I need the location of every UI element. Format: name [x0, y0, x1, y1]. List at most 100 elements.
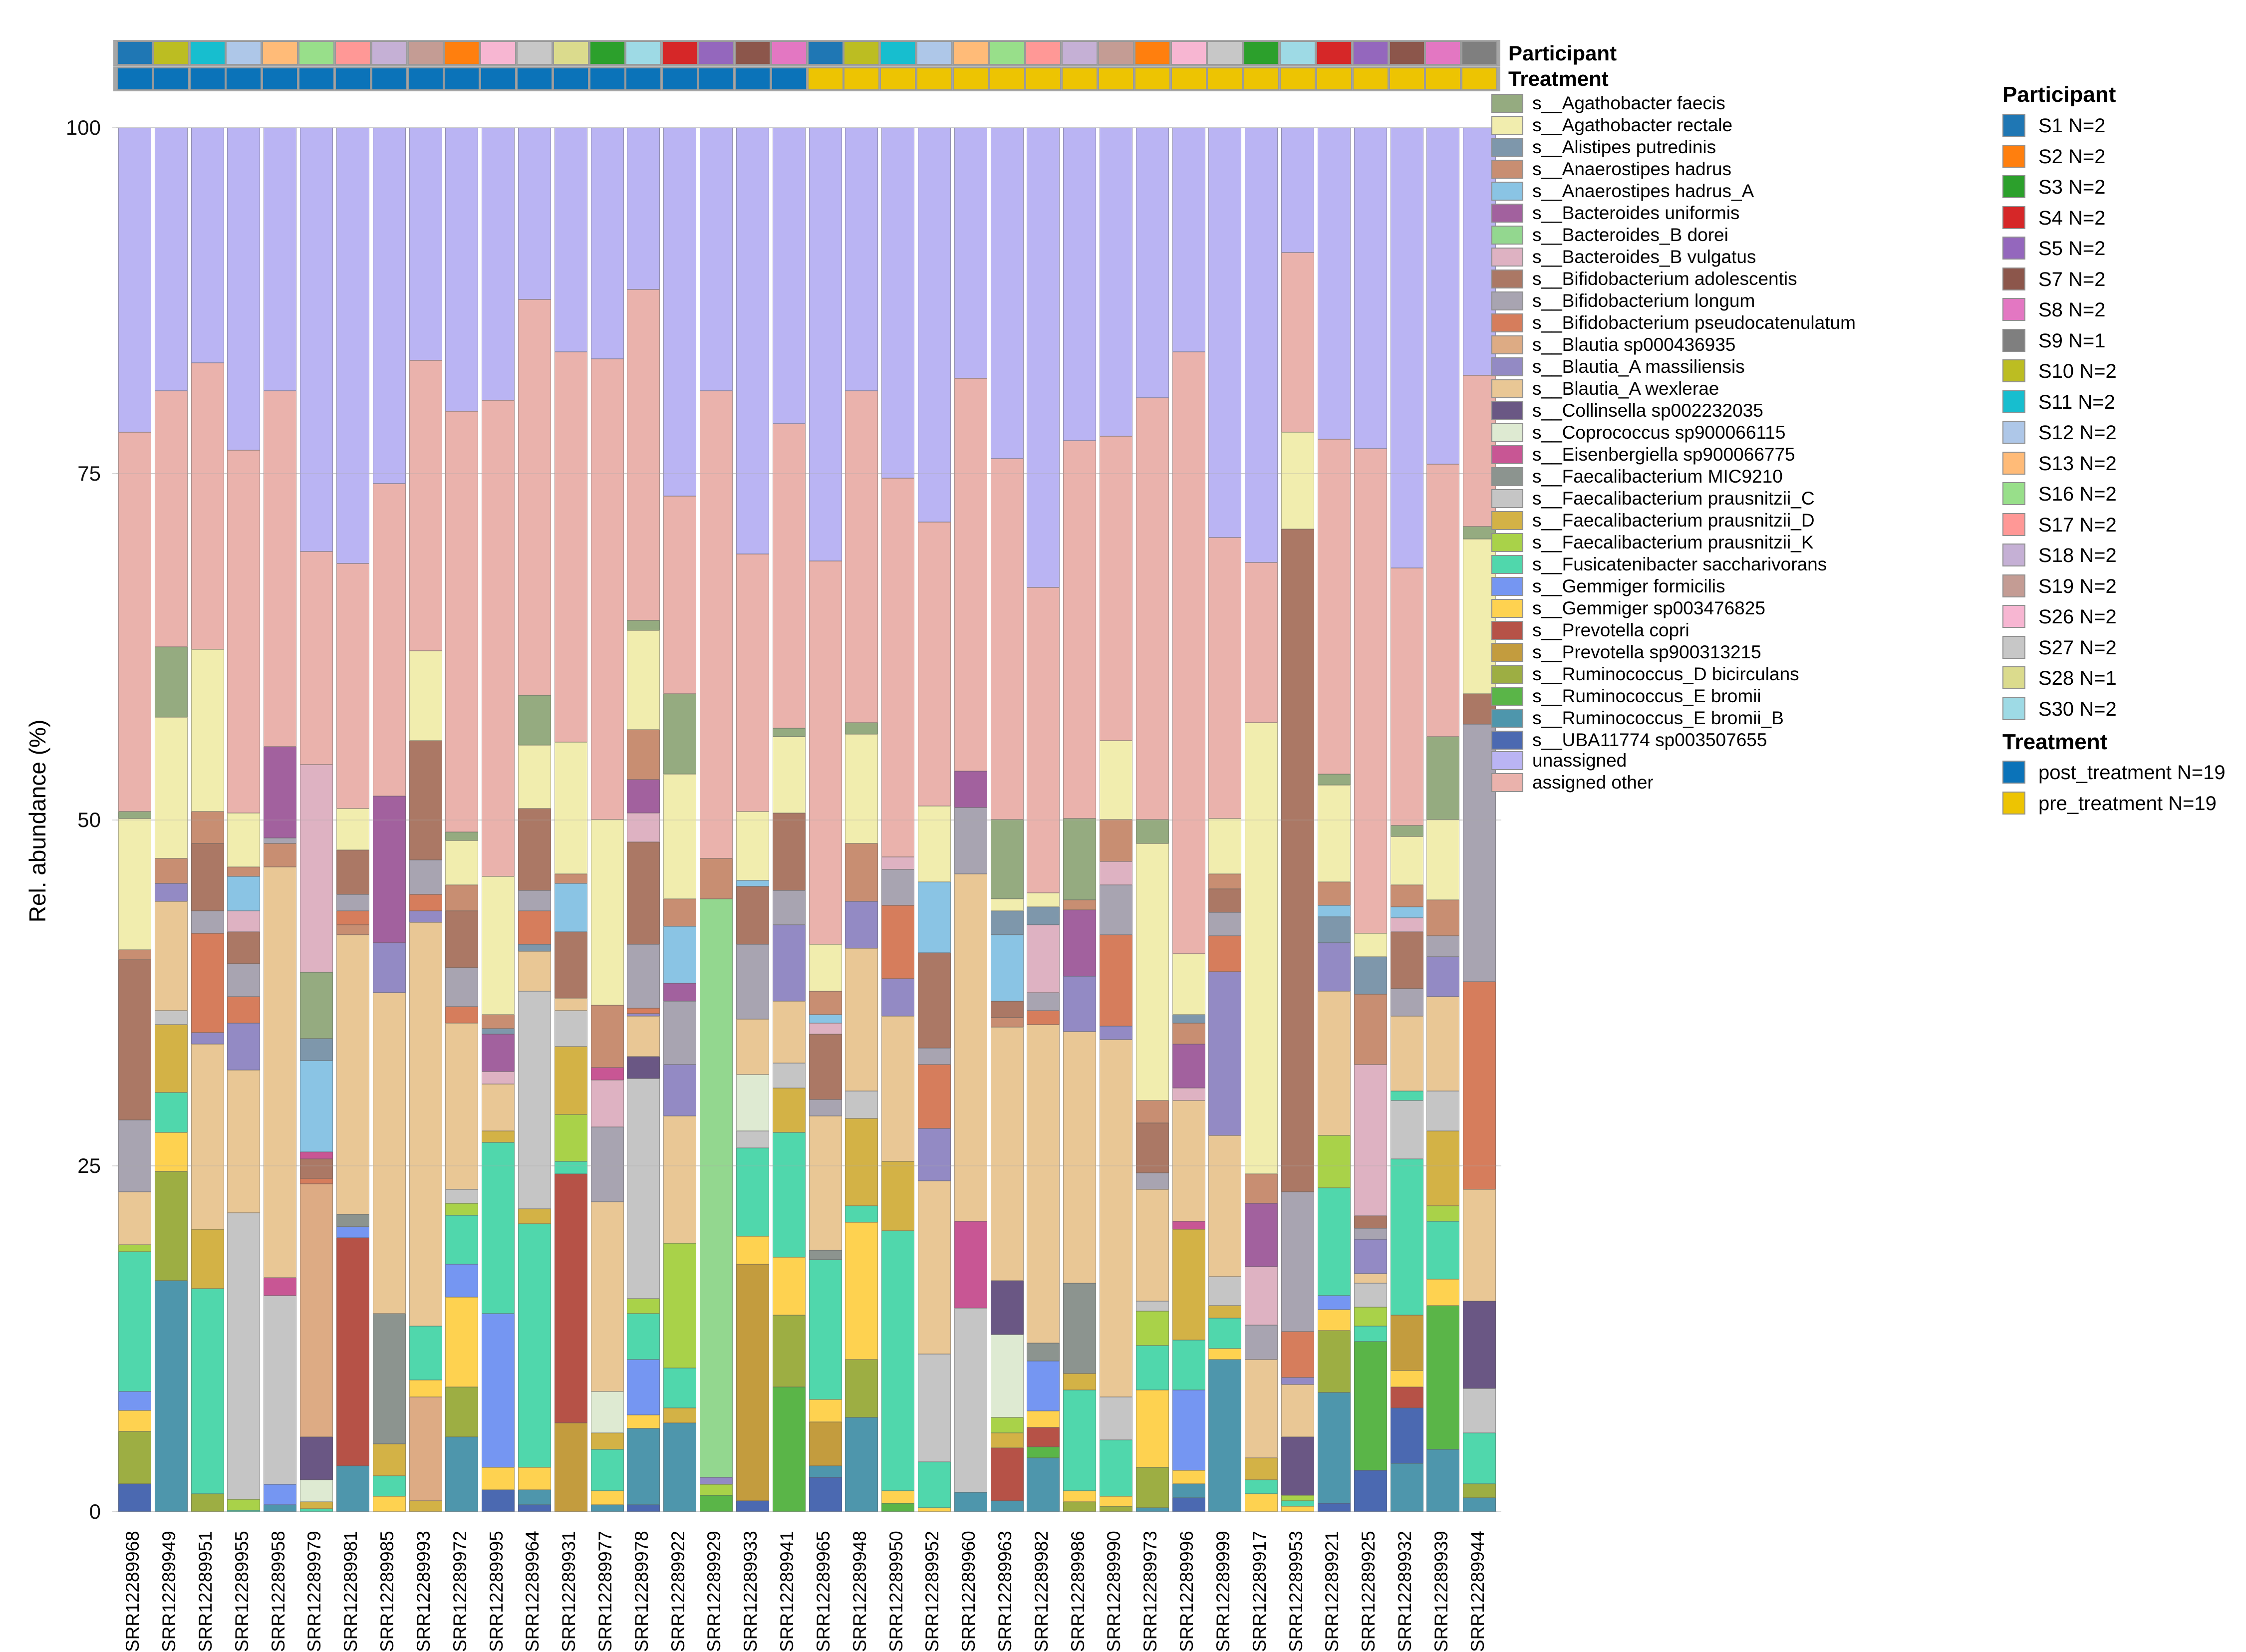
sample-bar: [772, 128, 806, 1512]
bar-segment: [264, 746, 297, 838]
bar-segment: [118, 1192, 151, 1245]
bar-segment: [554, 1047, 587, 1115]
bar-segment: [154, 1024, 188, 1093]
sample-bar: [518, 128, 551, 1512]
bar-segment: [990, 1417, 1024, 1433]
bar-segment: [518, 890, 551, 911]
bar-segment: [809, 991, 842, 1015]
species-legend-swatch: [1491, 270, 1523, 288]
sample-bar: [1390, 128, 1423, 1512]
bar-segment: [118, 959, 151, 1120]
bar-segment: [1100, 1026, 1133, 1040]
bar-segment: [1027, 1343, 1060, 1361]
bar-segment: [1063, 976, 1097, 1032]
treatment-cell: [1207, 67, 1243, 90]
bar-segment: [1426, 997, 1460, 1091]
bar-segment: [1281, 1500, 1315, 1506]
species-legend-label: s__Alistipes putredinis: [1532, 137, 1716, 157]
bar-segment: [518, 809, 551, 890]
species-legend-swatch: [1491, 665, 1523, 684]
bar-segment: [1100, 1439, 1133, 1497]
bar-segment: [1426, 1305, 1460, 1450]
sample-bar: [663, 128, 697, 1512]
bar-segment: [954, 378, 987, 772]
species-legend-label: s__Bacteroides_B vulgatus: [1532, 247, 1756, 267]
bar-segment: [809, 1115, 842, 1250]
bar-segment: [845, 128, 878, 391]
bar-segment: [590, 1491, 624, 1505]
bar-segment: [590, 1391, 624, 1433]
participant-legend-swatch: [2002, 697, 2025, 720]
bar-segment: [227, 1023, 261, 1071]
bar-segment: [1027, 993, 1060, 1011]
x-tick-label: SRR12289917: [1249, 1531, 1270, 1652]
sample-bar: [1100, 128, 1133, 1512]
species-legend-swatch: [1491, 621, 1523, 640]
bar-segment: [845, 734, 878, 843]
bar-segment: [154, 883, 188, 902]
treatment-cell: [553, 67, 589, 90]
bar-segment: [663, 1001, 697, 1065]
bar-segment: [990, 458, 1024, 820]
bar-segment: [264, 843, 297, 867]
bar-segment: [1100, 861, 1133, 885]
bar-segment: [1245, 128, 1278, 562]
bar-segment: [191, 363, 224, 650]
treatment-cell: [1389, 67, 1425, 90]
species-legend-label: s__Bifidobacterium adolescentis: [1532, 269, 1797, 289]
bar-segment: [809, 1015, 842, 1024]
bar-segment: [191, 649, 224, 812]
bar-segment: [191, 933, 224, 1033]
bar-segment: [445, 1006, 479, 1024]
bar-segment: [227, 866, 261, 877]
species-legend-swatch: [1491, 533, 1523, 552]
bar-segment: [227, 1510, 261, 1512]
participant-cell: [625, 41, 662, 65]
bar-segment: [227, 1070, 261, 1213]
x-tick-label: SRR12289979: [304, 1531, 325, 1652]
bar-segment: [300, 1038, 333, 1061]
bar-segment: [1317, 916, 1351, 943]
bar-segment: [1281, 252, 1315, 433]
x-tick-label: SRR12289978: [631, 1531, 652, 1652]
bar-segment: [1390, 1091, 1423, 1101]
participant-cell: [989, 41, 1025, 65]
x-tick-label: SRR12289933: [740, 1531, 761, 1652]
participant-cell: [1134, 41, 1170, 65]
bar-segment: [1100, 1396, 1133, 1440]
sample-bar: [881, 128, 915, 1512]
bar-segment: [154, 1280, 188, 1512]
bar-segment: [336, 911, 369, 925]
bar-segment: [336, 809, 369, 850]
bar-segment: [227, 963, 261, 997]
treatment-cell: [952, 67, 989, 90]
sample-bar: [264, 128, 297, 1512]
bar-segment: [1354, 933, 1387, 957]
bar-segment: [809, 944, 842, 992]
bar-segment: [445, 911, 479, 968]
bar-segment: [809, 1250, 842, 1260]
bar-segment: [736, 1500, 769, 1512]
bar-segment: [845, 843, 878, 902]
bar-segment: [227, 128, 261, 451]
treatment-cell: [298, 67, 335, 90]
bar-segment: [1245, 1325, 1278, 1360]
bar-segment: [663, 926, 697, 983]
bar-segment: [990, 1001, 1024, 1018]
bar-segment: [1100, 884, 1133, 935]
treatment-cell: [589, 67, 625, 90]
bar-segment: [1208, 1135, 1242, 1277]
participant-cell: [298, 41, 335, 65]
bar-segment: [372, 1314, 406, 1444]
participant-cell: [952, 41, 989, 65]
bar-segment: [554, 742, 587, 874]
bar-segment: [1135, 397, 1169, 820]
bar-segment: [1135, 820, 1169, 843]
species-legend-swatch: [1491, 773, 1523, 792]
treatment-legend-swatch: [2002, 791, 2025, 815]
gridline: [112, 819, 1501, 821]
bar-segment: [1063, 900, 1097, 910]
bar-segment: [663, 694, 697, 774]
participant-legend-swatch: [2002, 390, 2025, 413]
